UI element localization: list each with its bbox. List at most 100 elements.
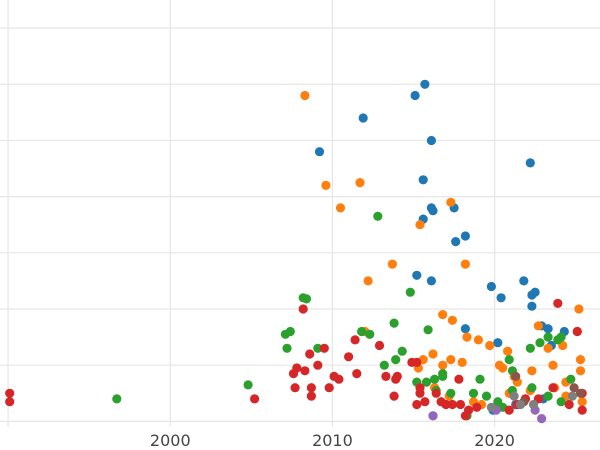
data-point-series-3 <box>300 366 310 376</box>
data-point-series-2 <box>379 360 389 370</box>
data-point-series-3 <box>577 405 587 415</box>
data-point-series-3 <box>548 383 558 393</box>
data-point-series-6 <box>528 399 539 410</box>
data-point-series-3 <box>553 298 563 308</box>
data-point-series-3 <box>374 340 385 351</box>
data-point-series-2 <box>556 332 566 342</box>
data-point-series-0 <box>418 175 428 185</box>
data-point-series-2 <box>543 332 553 342</box>
data-point-series-1 <box>447 315 457 325</box>
data-point-series-1 <box>438 360 448 370</box>
data-point-series-0 <box>460 231 470 241</box>
data-point-series-2 <box>438 369 448 379</box>
data-point-series-2 <box>446 388 456 398</box>
data-point-series-1 <box>473 335 483 345</box>
data-point-series-6 <box>567 391 578 401</box>
data-point-series-2 <box>282 343 292 353</box>
data-point-series-0 <box>410 90 420 101</box>
data-point-series-6 <box>509 391 519 401</box>
data-point-series-0 <box>451 237 461 247</box>
data-point-series-2 <box>535 338 545 348</box>
data-point-series-6 <box>486 402 496 412</box>
data-point-series-0 <box>412 270 422 280</box>
data-point-series-0 <box>527 290 537 300</box>
tick-labels: 2000 2010 2020 <box>150 431 515 450</box>
data-point-series-3 <box>441 399 451 410</box>
data-point-series-3 <box>250 394 260 404</box>
x-tick-label: 2000 <box>150 431 191 450</box>
data-point-series-1 <box>428 349 438 359</box>
data-point-series-1 <box>575 355 586 365</box>
data-point-series-3 <box>455 399 466 410</box>
data-point-series-2 <box>430 374 440 384</box>
data-point-series-0 <box>543 324 553 334</box>
data-point-series-3 <box>350 335 360 345</box>
data-point-series-2 <box>397 346 407 356</box>
data-point-series-0 <box>527 301 537 311</box>
data-point-series-0 <box>420 79 430 89</box>
data-point-series-1 <box>533 321 544 331</box>
data-point-series-6 <box>515 399 526 410</box>
data-point-series-1 <box>355 178 365 188</box>
data-point-series-3 <box>334 374 344 384</box>
data-point-series-5 <box>569 383 579 393</box>
data-point-series-3 <box>306 383 316 393</box>
data-point-series-3 <box>290 383 300 393</box>
data-point-series-2 <box>475 374 485 384</box>
x-tick-label: 2020 <box>474 431 515 450</box>
data-points <box>5 79 587 424</box>
data-point-series-1 <box>415 220 425 230</box>
data-point-series-3 <box>298 304 308 314</box>
data-point-series-2 <box>313 343 323 353</box>
data-point-series-1 <box>543 343 553 353</box>
x-tick-label: 2010 <box>312 431 353 450</box>
data-point-series-3 <box>392 371 402 381</box>
data-point-series-3 <box>5 388 15 398</box>
data-point-series-0 <box>314 147 325 157</box>
data-point-series-0 <box>496 293 506 303</box>
data-point-series-1 <box>577 397 587 407</box>
data-point-series-3 <box>352 369 362 379</box>
data-point-series-1 <box>462 332 472 342</box>
data-point-series-0 <box>486 281 496 292</box>
data-point-series-5 <box>575 388 586 398</box>
data-point-series-2 <box>405 287 415 297</box>
data-point-series-4 <box>428 411 438 421</box>
data-point-series-3 <box>305 349 315 359</box>
data-point-series-2 <box>481 391 492 401</box>
data-point-series-2 <box>423 325 433 335</box>
data-point-series-3 <box>504 405 514 415</box>
data-point-series-3 <box>564 399 574 410</box>
data-point-series-3 <box>306 391 316 401</box>
data-point-series-3 <box>447 399 457 410</box>
data-point-series-0 <box>525 158 535 168</box>
data-point-series-2 <box>243 380 253 390</box>
data-point-series-3 <box>389 391 399 401</box>
data-point-series-0 <box>428 206 438 216</box>
data-point-series-2 <box>357 326 367 337</box>
data-point-series-3 <box>454 374 464 384</box>
data-point-series-2 <box>301 294 312 304</box>
data-point-series-2 <box>525 343 535 353</box>
data-point-series-0 <box>426 276 436 286</box>
data-point-series-3 <box>572 326 582 337</box>
data-point-series-1 <box>321 180 331 190</box>
data-point-series-1 <box>300 90 310 101</box>
data-point-series-1 <box>438 310 448 320</box>
data-point-series-3 <box>5 397 15 407</box>
data-point-series-1 <box>460 259 470 269</box>
data-point-series-3 <box>381 371 391 381</box>
data-point-series-1 <box>335 203 346 213</box>
data-point-series-1 <box>485 340 495 351</box>
data-point-series-2 <box>527 383 537 393</box>
data-point-series-2 <box>566 374 576 384</box>
data-point-series-3 <box>412 357 422 367</box>
data-point-series-3 <box>324 383 334 393</box>
data-point-series-3 <box>319 343 329 353</box>
data-point-series-1 <box>363 276 373 286</box>
data-point-series-3 <box>472 402 482 412</box>
data-point-series-4 <box>537 414 547 424</box>
data-point-series-1 <box>498 363 508 373</box>
data-point-series-1 <box>457 357 467 367</box>
